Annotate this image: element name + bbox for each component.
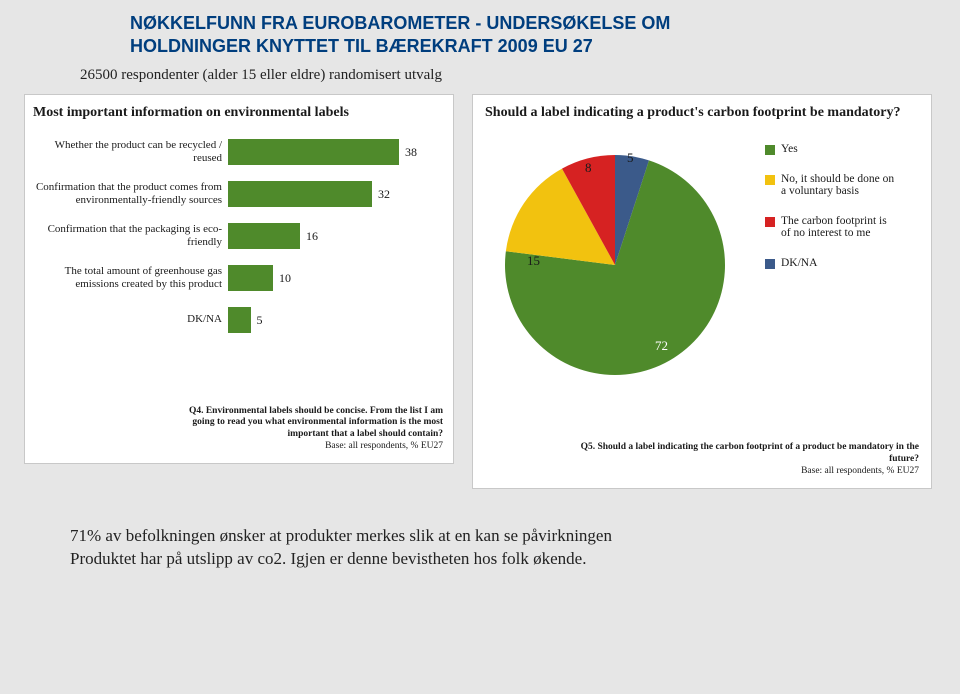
bar-chart-bars: Whether the product can be recycled / re… [33, 135, 445, 337]
bar-plot: 10 [228, 265, 291, 291]
bar-chart-caption: Q4. Environmental labels should be conci… [173, 406, 443, 454]
slide-header: NØKKELFUNN FRA EUROBAROMETER - UNDERSØKE… [0, 0, 960, 61]
bar-caption-bold: Q4. Environmental labels should be conci… [189, 406, 443, 440]
legend-item: DK/NA [765, 257, 895, 269]
pie-value-label: 5 [627, 150, 634, 165]
legend-label: No, it should be done on a voluntary bas… [781, 173, 895, 197]
bar-value-label: 16 [300, 229, 318, 244]
bar-caption-plain: Base: all respondents, % EU27 [325, 441, 443, 451]
pie-value-label: 8 [585, 160, 592, 175]
bar-chart-panel: Most important information on environmen… [24, 94, 454, 464]
bottom-line-2: Produktet har på utslipp av co2. Igjen e… [70, 548, 900, 571]
pie-chart-panel: Should a label indicating a product's ca… [472, 94, 932, 489]
bar-plot: 38 [228, 139, 417, 165]
legend-item: No, it should be done on a voluntary bas… [765, 173, 895, 197]
bar-category-label: The total amount of greenhouse gas emiss… [33, 265, 228, 291]
title-line-2: HOLDNINGER KNYTTET TIL BÆREKRAFT 2009 EU… [130, 35, 960, 58]
bar-plot: 32 [228, 181, 390, 207]
bottom-text: 71% av befolkningen ønsker at produkter … [0, 489, 960, 571]
pie-chart-body: 72 15 8 5 Yes No, it should be done on a vol… [485, 135, 919, 395]
bar-value-label: 5 [251, 313, 263, 328]
legend-swatch [765, 175, 775, 185]
bar-rect [228, 265, 273, 291]
bar-row: Confirmation that the product comes from… [33, 177, 445, 211]
bar-category-label: Whether the product can be recycled / re… [33, 139, 228, 165]
bar-row: DK/NA 5 [33, 303, 445, 337]
pie-value-label: 15 [527, 253, 540, 268]
bar-plot: 16 [228, 223, 318, 249]
panels-row: Most important information on environmen… [0, 94, 960, 489]
legend-swatch [765, 145, 775, 155]
bar-row: Confirmation that the packaging is eco-f… [33, 219, 445, 253]
pie-chart-title: Should a label indicating a product's ca… [485, 105, 919, 121]
pie-caption-bold: Q5. Should a label indicating the carbon… [581, 442, 919, 464]
bar-rect [228, 223, 300, 249]
bar-category-label: Confirmation that the packaging is eco-f… [33, 223, 228, 249]
bar-category-label: Confirmation that the product comes from… [33, 181, 228, 207]
title-line-1: NØKKELFUNN FRA EUROBAROMETER - UNDERSØKE… [130, 12, 960, 35]
pie-caption-plain: Base: all respondents, % EU27 [801, 466, 919, 476]
legend-item: The carbon footprint is of no interest t… [765, 215, 895, 239]
bar-value-label: 38 [399, 145, 417, 160]
bar-row: Whether the product can be recycled / re… [33, 135, 445, 169]
pie-svg: 72 15 8 5 [485, 135, 755, 395]
bar-value-label: 10 [273, 271, 291, 286]
bottom-line-1: 71% av befolkningen ønsker at produkter … [70, 525, 900, 548]
bar-row: The total amount of greenhouse gas emiss… [33, 261, 445, 295]
legend-label: The carbon footprint is of no interest t… [781, 215, 895, 239]
legend-swatch [765, 217, 775, 227]
bar-plot: 5 [228, 307, 263, 333]
bar-rect [228, 307, 251, 333]
bar-value-label: 32 [372, 187, 390, 202]
pie-chart-caption: Q5. Should a label indicating the carbon… [579, 442, 919, 478]
legend-label: DK/NA [781, 257, 817, 269]
bar-category-label: DK/NA [33, 313, 228, 326]
subheader: 26500 respondenter (alder 15 eller eldre… [0, 61, 960, 94]
bar-rect [228, 139, 399, 165]
pie-value-label: 72 [655, 338, 668, 353]
bar-rect [228, 181, 372, 207]
bar-chart-title: Most important information on environmen… [33, 105, 445, 121]
legend-item: Yes [765, 143, 895, 155]
legend-swatch [765, 259, 775, 269]
pie-legend: Yes No, it should be done on a voluntary … [765, 135, 895, 269]
legend-label: Yes [781, 143, 798, 155]
